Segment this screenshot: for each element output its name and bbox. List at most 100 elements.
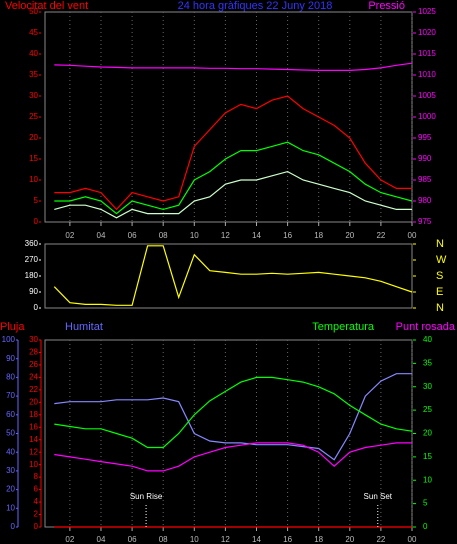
y-tick-label: E [436,286,443,298]
x-tick-label: 16 [283,535,292,544]
y-tick-label: 40 [423,335,432,344]
axis-label: Temperatura [312,321,375,333]
y-tick-label: N [436,302,444,314]
y-tick-label: 20 [29,397,38,406]
axis-label: Velocitat del vent [5,0,88,12]
y-tick-label: 24 [29,373,38,382]
series-line [54,373,412,461]
y-tick-label: 70 [6,391,15,400]
y-tick-label: 50 [29,7,38,16]
y-tick-label: 0 [34,522,39,531]
y-tick-label: 2 [34,510,39,519]
y-tick-label: 270 [25,255,39,264]
x-tick-label: 08 [159,535,168,544]
x-tick-label: 00 [408,535,417,544]
x-tick-label: 08 [159,231,168,240]
x-tick-label: 16 [283,231,292,240]
x-tick-label: 10 [190,231,199,240]
x-tick-label: 00 [408,231,417,240]
axis-label: Humitat [65,321,103,333]
y-tick-label: 100 [2,335,16,344]
y-tick-label: 90 [29,287,38,296]
y-tick-label: 45 [29,28,38,37]
y-tick-label: 1025 [418,7,436,16]
y-tick-label: 1010 [418,70,436,79]
y-tick-label: S [436,270,443,282]
y-tick-label: 25 [29,112,38,121]
x-tick-label: 14 [252,535,261,544]
series-line [54,170,412,219]
y-tick-label: 0 [34,217,39,226]
series-line [54,95,412,211]
y-tick-label: 0 [423,522,428,531]
y-tick-label: 14 [29,435,38,444]
x-tick-label: 20 [345,535,354,544]
y-tick-label: 995 [418,133,432,142]
x-tick-label: 04 [97,535,106,544]
y-tick-label: 16 [29,422,38,431]
y-tick-label: 20 [29,133,38,142]
x-tick-label: 06 [128,231,137,240]
y-tick-label: W [436,254,447,266]
plot-frame [44,243,413,309]
y-tick-label: 10 [423,475,432,484]
y-tick-label: 4 [34,497,39,506]
x-tick-label: 02 [65,231,74,240]
series-line [54,376,413,449]
x-tick-label: 12 [221,535,230,544]
y-tick-label: 30 [29,91,38,100]
y-tick-label: 25 [423,405,432,414]
x-tick-label: 12 [221,231,230,240]
x-tick-label: 18 [314,535,323,544]
y-tick-label: 12 [29,447,38,456]
y-tick-label: 985 [418,175,432,184]
series-line [54,62,413,72]
y-tick-label: 26 [29,360,38,369]
y-tick-label: 1000 [418,112,436,121]
x-tick-label: 02 [65,535,74,544]
y-tick-label: 80 [6,373,15,382]
y-tick-label: 1005 [418,91,436,100]
y-tick-label: 30 [29,335,38,344]
axis-label: Pressió [368,0,405,12]
y-tick-label: 22 [29,385,38,394]
y-tick-label: 90 [6,354,15,363]
y-tick-label: 40 [6,447,15,456]
y-tick-label: 35 [29,70,38,79]
y-tick-label: 15 [423,452,432,461]
y-tick-label: 990 [418,154,432,163]
y-tick-label: 975 [418,217,432,226]
annotation: Sun Set [364,492,393,501]
y-tick-label: 8 [34,472,39,481]
series-line [54,442,412,472]
axis-label: Pluja [0,321,25,333]
axis-label: Punt rosada [396,321,456,333]
y-tick-label: N [436,238,444,250]
x-tick-label: 06 [128,535,137,544]
y-tick-label: 0 [11,522,16,531]
y-tick-label: 0 [34,303,39,312]
x-tick-label: 14 [252,231,261,240]
y-tick-label: 6 [34,485,39,494]
x-tick-label: 04 [97,231,106,240]
x-tick-label: 22 [376,231,385,240]
y-tick-label: 30 [6,466,15,475]
y-tick-label: 60 [6,410,15,419]
y-tick-label: 35 [423,358,432,367]
plot-frame [44,339,413,528]
x-tick-label: 10 [190,535,199,544]
x-tick-label: 18 [314,231,323,240]
y-tick-label: 30 [423,382,432,391]
plot-frame [44,11,413,223]
x-tick-label: 20 [345,231,354,240]
series-line [54,141,413,215]
y-tick-label: 360 [25,239,39,248]
y-tick-label: 5 [34,196,39,205]
y-tick-label: 1020 [418,28,436,37]
x-tick-label: 22 [376,535,385,544]
chart-title: 24 hora gràfiques 22 Juny 2018 [178,0,333,12]
y-tick-label: 28 [29,348,38,357]
y-tick-label: 10 [6,503,15,512]
y-tick-label: 5 [423,499,428,508]
